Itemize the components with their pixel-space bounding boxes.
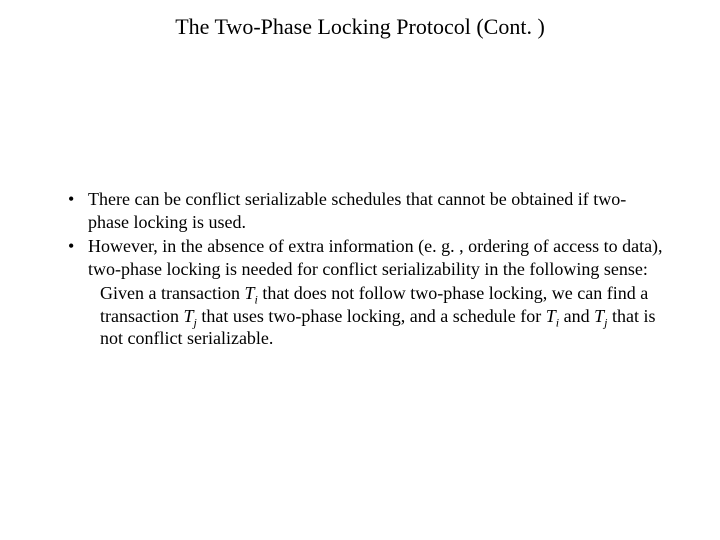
bullet-item: However, in the absence of extra informa…: [64, 235, 664, 350]
var-T: T: [183, 306, 193, 326]
var-T: T: [594, 306, 604, 326]
var-T: T: [244, 283, 254, 303]
slide-title: The Two-Phase Locking Protocol (Cont. ): [0, 14, 720, 40]
text-run: that uses two-phase locking, and a sched…: [197, 306, 546, 326]
bullet-continuation: Given a transaction Ti that does not fol…: [100, 282, 664, 350]
text-run: and: [559, 306, 594, 326]
bullet-list: There can be conflict serializable sched…: [64, 188, 664, 350]
text-run: Given a transaction: [100, 283, 244, 303]
bullet-item: There can be conflict serializable sched…: [64, 188, 664, 233]
bullet-text: However, in the absence of extra informa…: [88, 236, 663, 279]
slide-body: There can be conflict serializable sched…: [64, 188, 664, 352]
bullet-text: There can be conflict serializable sched…: [88, 189, 626, 232]
var-T: T: [546, 306, 556, 326]
slide: The Two-Phase Locking Protocol (Cont. ) …: [0, 0, 720, 540]
